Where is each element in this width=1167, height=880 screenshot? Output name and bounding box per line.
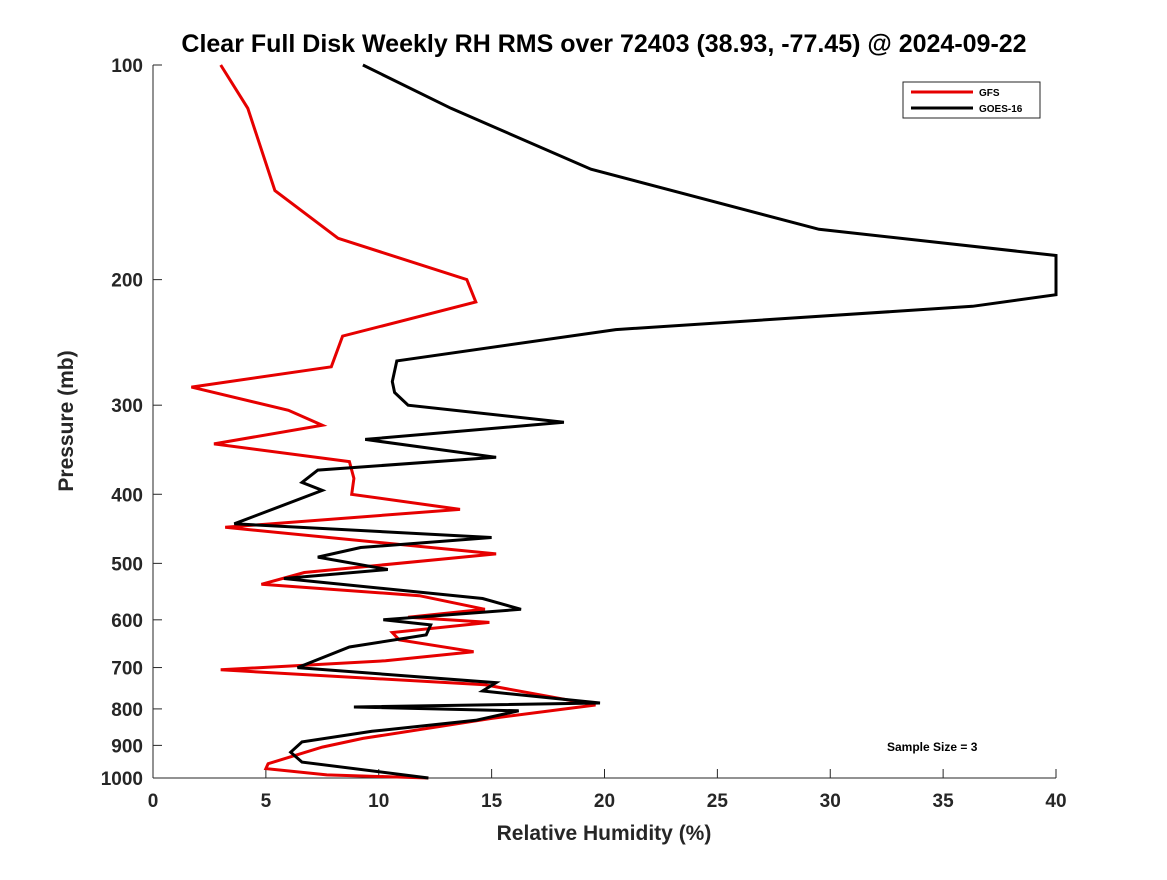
legend: GFS GOES-16 (902, 81, 1041, 119)
sample-size-annotation: Sample Size = 3 (887, 740, 978, 754)
x-tick-label: 10 (368, 791, 389, 812)
series-line-goes-16 (233, 63, 1058, 780)
y-tick-label: 900 (111, 736, 143, 757)
y-tick-label: 200 (111, 271, 143, 292)
x-tick-label: 25 (707, 791, 729, 812)
x-tick-label: 15 (481, 791, 503, 812)
x-tick-label: 0 (148, 791, 159, 812)
y-tick-label: 800 (111, 700, 143, 721)
x-tick-label: 5 (261, 791, 272, 812)
legend-label: GOES-16 (979, 104, 1023, 115)
y-tick-label: 300 (111, 396, 143, 417)
x-tick-label: 20 (594, 791, 615, 812)
y-tick-label: 700 (111, 659, 143, 680)
x-axis-label: Relative Humidity (%) (497, 822, 712, 845)
legend-box (902, 81, 1041, 119)
x-tick-label: 30 (820, 791, 841, 812)
x-tick-label: 35 (933, 791, 955, 812)
y-tick-label: 100 (111, 56, 143, 77)
x-tick-label: 40 (1045, 791, 1066, 812)
chart-title: Clear Full Disk Weekly RH RMS over 72403… (181, 30, 1026, 58)
y-tick-label: 400 (111, 485, 143, 506)
legend-label: GFS (979, 88, 1000, 99)
series-line-gfs (191, 64, 596, 780)
y-axis-label: Pressure (mb) (55, 350, 78, 491)
y-tick-label: 500 (111, 554, 143, 575)
y-tick-label: 1000 (101, 769, 143, 790)
y-tick-label: 600 (111, 611, 143, 632)
